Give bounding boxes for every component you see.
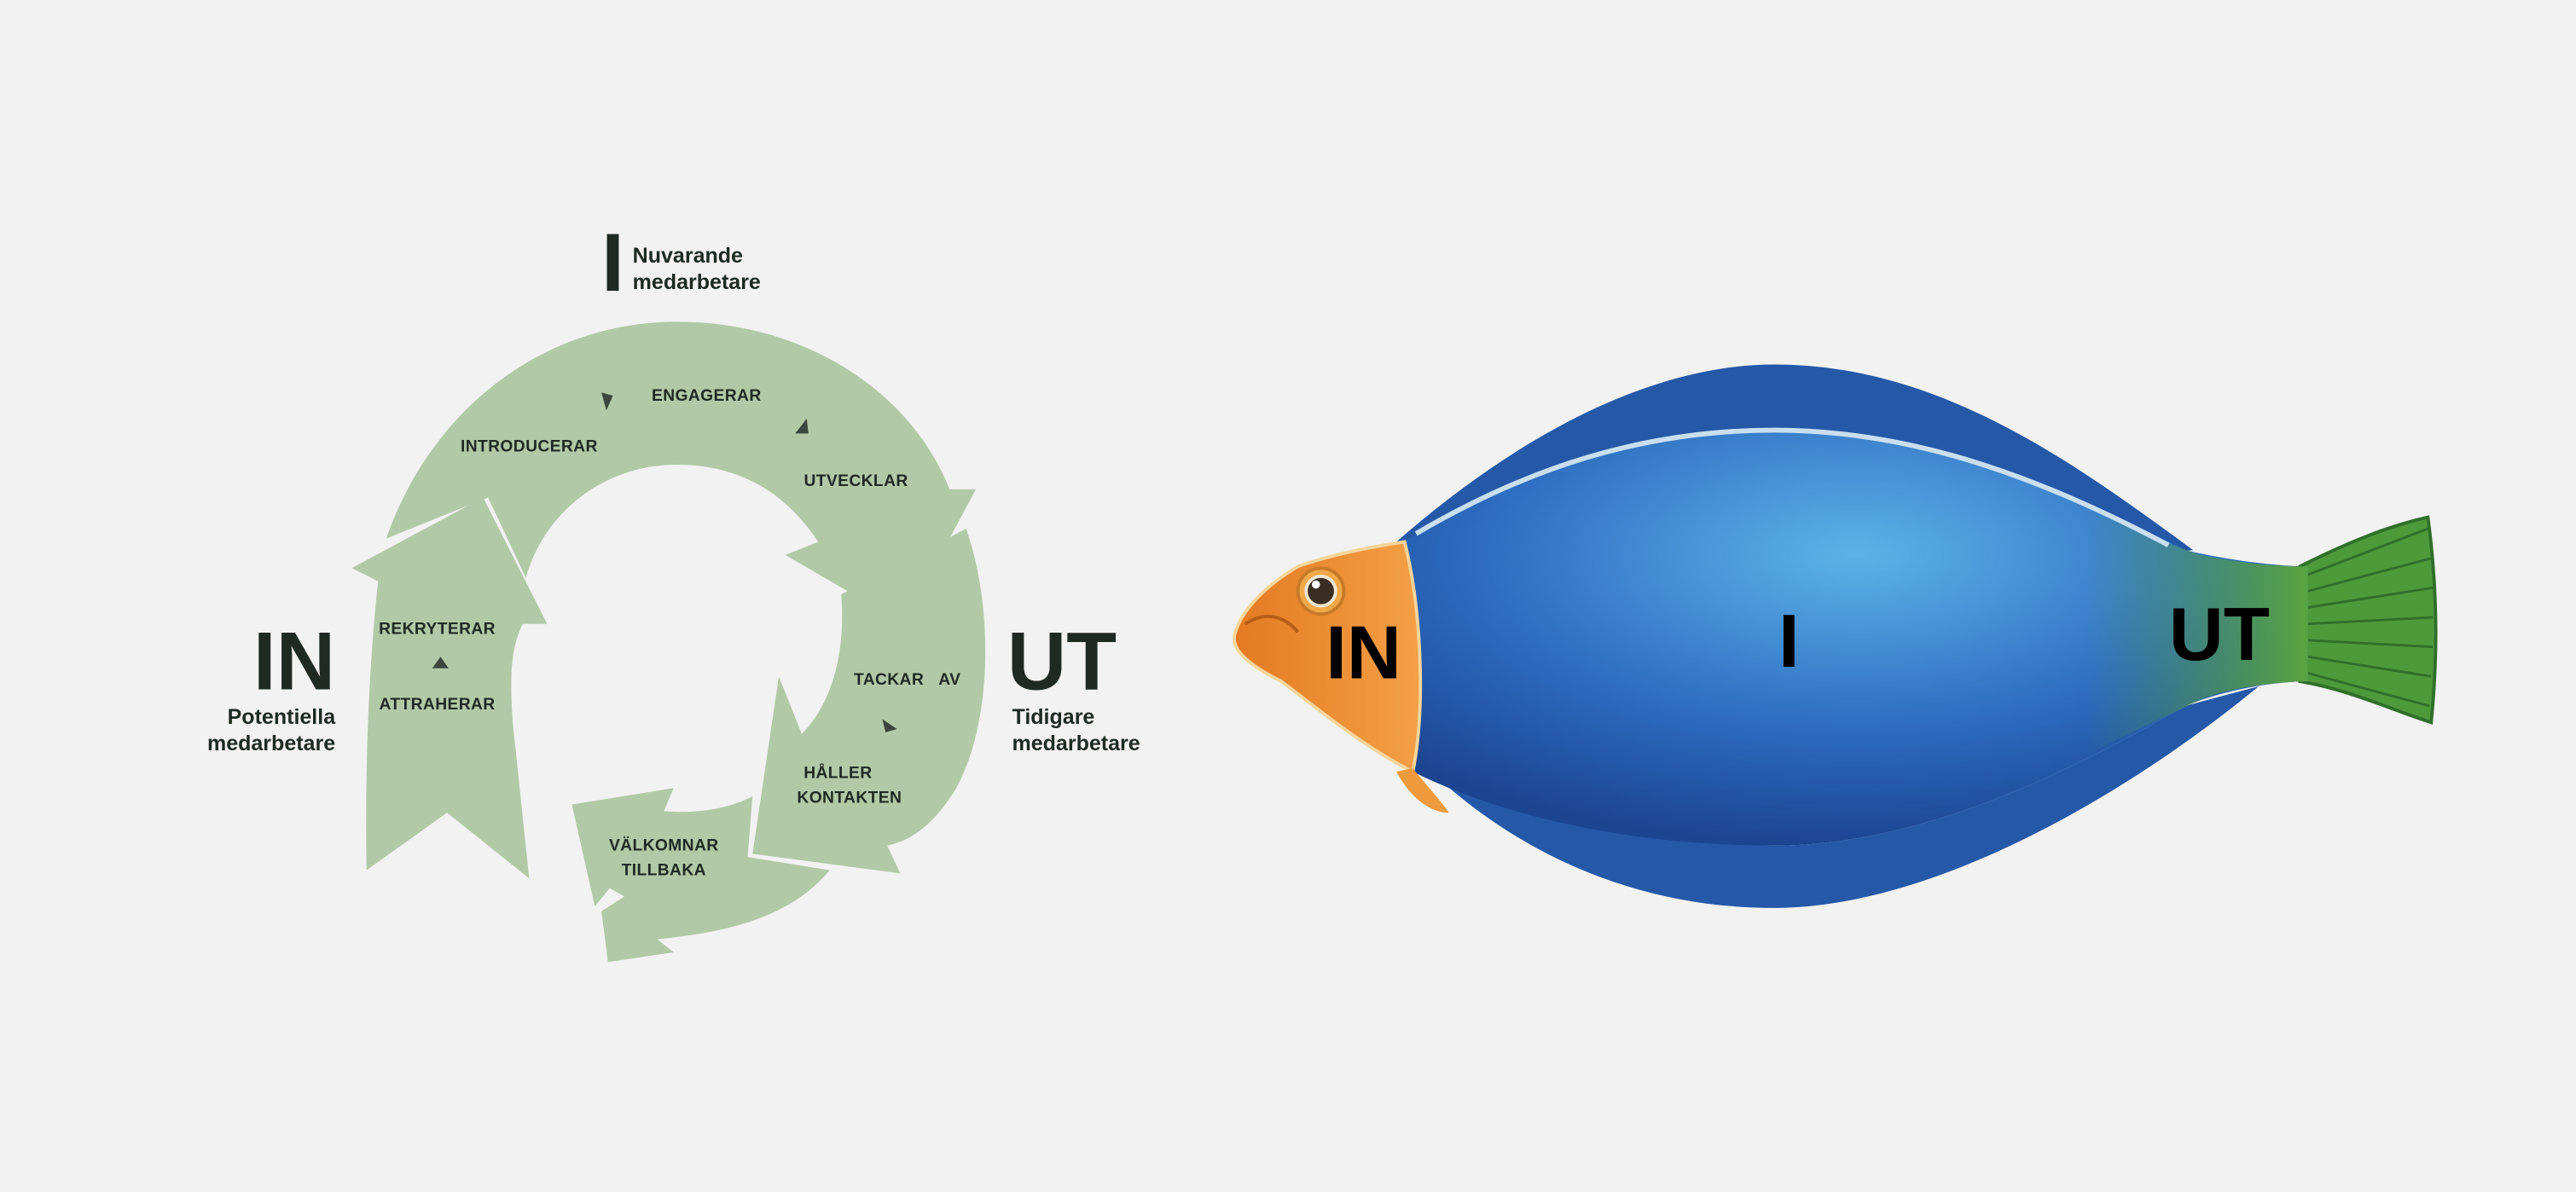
fish-ventral-fin [1445, 686, 2260, 908]
step-haller: HÅLLER [804, 765, 872, 783]
cycle-arrow-return [571, 788, 830, 963]
cycle-arrow-out [752, 529, 986, 874]
step-tillbaka: TILLBAKA [622, 861, 706, 879]
fish-lateral-highlight [1414, 427, 2170, 547]
label-current-line2: medarbetare [633, 270, 761, 294]
fish-label-ut: UT [2169, 592, 2270, 676]
fish-illustration: IN I UT [1233, 364, 2438, 908]
direction-triangle-icon [882, 719, 897, 732]
step-av: AV [938, 671, 960, 689]
marker-ut: UT [1007, 616, 1117, 708]
employee-cycle-diagram: INTRODUCERAR ENGAGERAR UTVECKLAR REKRYTE… [207, 217, 1140, 963]
cycle-arrow-in [351, 497, 548, 879]
fish-body [1404, 430, 2308, 846]
step-tackar: TACKAR [854, 671, 924, 689]
tail-fin-rays [2307, 527, 2434, 708]
fish-head [1233, 540, 1423, 774]
fish-label-in: IN [1326, 610, 1401, 694]
fish-pectoral-fin [1396, 768, 1449, 813]
label-ut-line2: medarbetare [1012, 732, 1140, 755]
label-in-line1: Potentiella [228, 705, 337, 729]
step-rekryterar: REKRYTERAR [379, 620, 496, 638]
fish-mouth [1244, 615, 1300, 634]
direction-triangle-icon [432, 657, 450, 668]
fish-tail-gradient [2086, 508, 2308, 755]
label-current-line1: Nuvarande [633, 244, 743, 268]
label-ut-line1: Tidigare [1012, 705, 1094, 729]
marker-in: IN [253, 616, 335, 708]
cycle-arrow-current [386, 321, 977, 624]
step-introducerar: INTRODUCERAR [461, 438, 598, 456]
fish-dorsal-fin [1396, 364, 2194, 558]
step-valkomnar: VÄLKOMNAR [609, 836, 719, 854]
label-in-line2: medarbetare [207, 732, 335, 755]
direction-triangle-icon [601, 392, 613, 411]
step-attraherar: ATTRAHERAR [379, 696, 495, 714]
step-utvecklar: UTVECKLAR [804, 472, 908, 490]
direction-triangle-icon [795, 419, 809, 434]
fish-eye-icon [1296, 566, 1346, 616]
marker-current: I [601, 217, 624, 309]
step-engagerar: ENGAGERAR [652, 387, 762, 405]
step-kontakten: KONTAKTEN [797, 790, 902, 807]
fish-label-i: I [1778, 599, 1800, 683]
